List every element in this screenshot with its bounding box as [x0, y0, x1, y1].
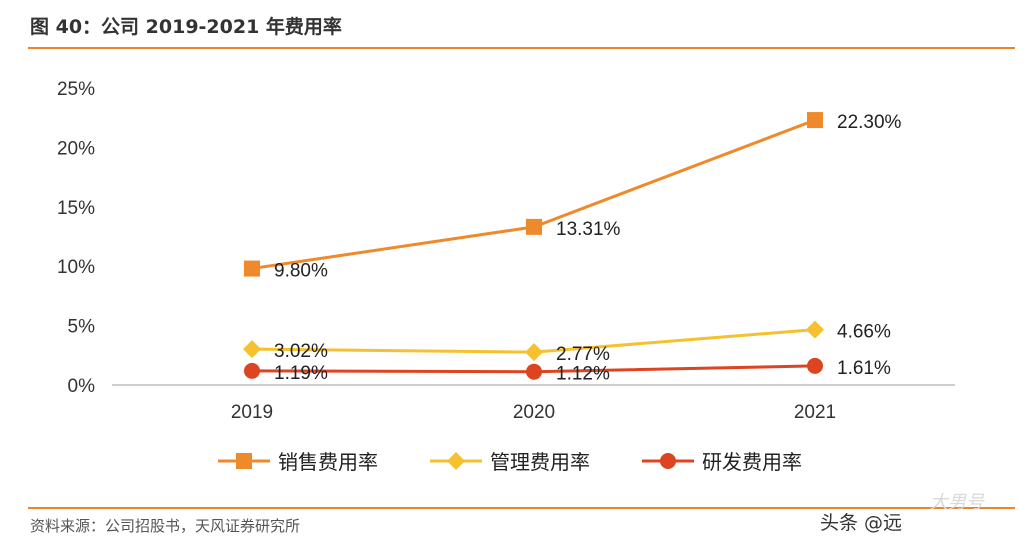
- data-label-1-1: 2.77%: [556, 344, 610, 365]
- y-tick-label: 5%: [68, 317, 96, 338]
- legend-marker-2: [660, 453, 676, 469]
- data-label-1-2: 4.66%: [837, 322, 891, 343]
- data-point-1-1: [525, 343, 543, 362]
- watermark: 头条 @远: [820, 512, 903, 534]
- y-tick-label: 0%: [68, 376, 96, 397]
- data-label-2-1: 1.12%: [556, 364, 610, 385]
- y-tick-label: 20%: [57, 138, 95, 159]
- bottom-divider: [28, 507, 1015, 509]
- data-point-2-2: [807, 357, 823, 374]
- data-point-0-0: [244, 260, 260, 277]
- y-tick-label: 25%: [57, 79, 95, 100]
- source-note: 资料来源：公司招股书，天风证券研究所: [30, 517, 301, 535]
- data-point-2-0: [244, 362, 260, 379]
- data-label-1-0: 3.02%: [274, 341, 328, 362]
- y-tick-label: 10%: [57, 257, 95, 278]
- x-tick-label: 2019: [231, 402, 273, 423]
- data-point-2-1: [526, 363, 542, 380]
- data-label-2-2: 1.61%: [837, 358, 891, 379]
- data-point-0-2: [807, 112, 823, 129]
- series-line-0: [251, 118, 816, 271]
- x-tick-label: 2021: [794, 402, 836, 423]
- data-label-2-0: 1.19%: [274, 363, 328, 384]
- legend-label-0: 销售费用率: [278, 451, 378, 474]
- data-label-0-0: 9.80%: [274, 261, 328, 282]
- data-point-1-0: [243, 340, 261, 359]
- legend-marker-0: [236, 453, 252, 469]
- legend-label-1: 管理费用率: [490, 451, 590, 474]
- top-divider: [28, 47, 1015, 49]
- y-tick-label: 15%: [57, 198, 95, 219]
- data-label-0-1: 13.31%: [556, 219, 621, 240]
- watermark-stamp: 大男号: [930, 492, 984, 513]
- legend-label-2: 研发费用率: [702, 451, 802, 474]
- data-point-0-1: [526, 218, 542, 235]
- data-point-1-2: [806, 320, 824, 339]
- legend-marker-1: [447, 452, 465, 470]
- chart-title: 图 40：公司 2019-2021 年费用率: [30, 16, 342, 38]
- x-tick-label: 2020: [513, 402, 555, 423]
- data-label-0-2: 22.30%: [837, 112, 902, 133]
